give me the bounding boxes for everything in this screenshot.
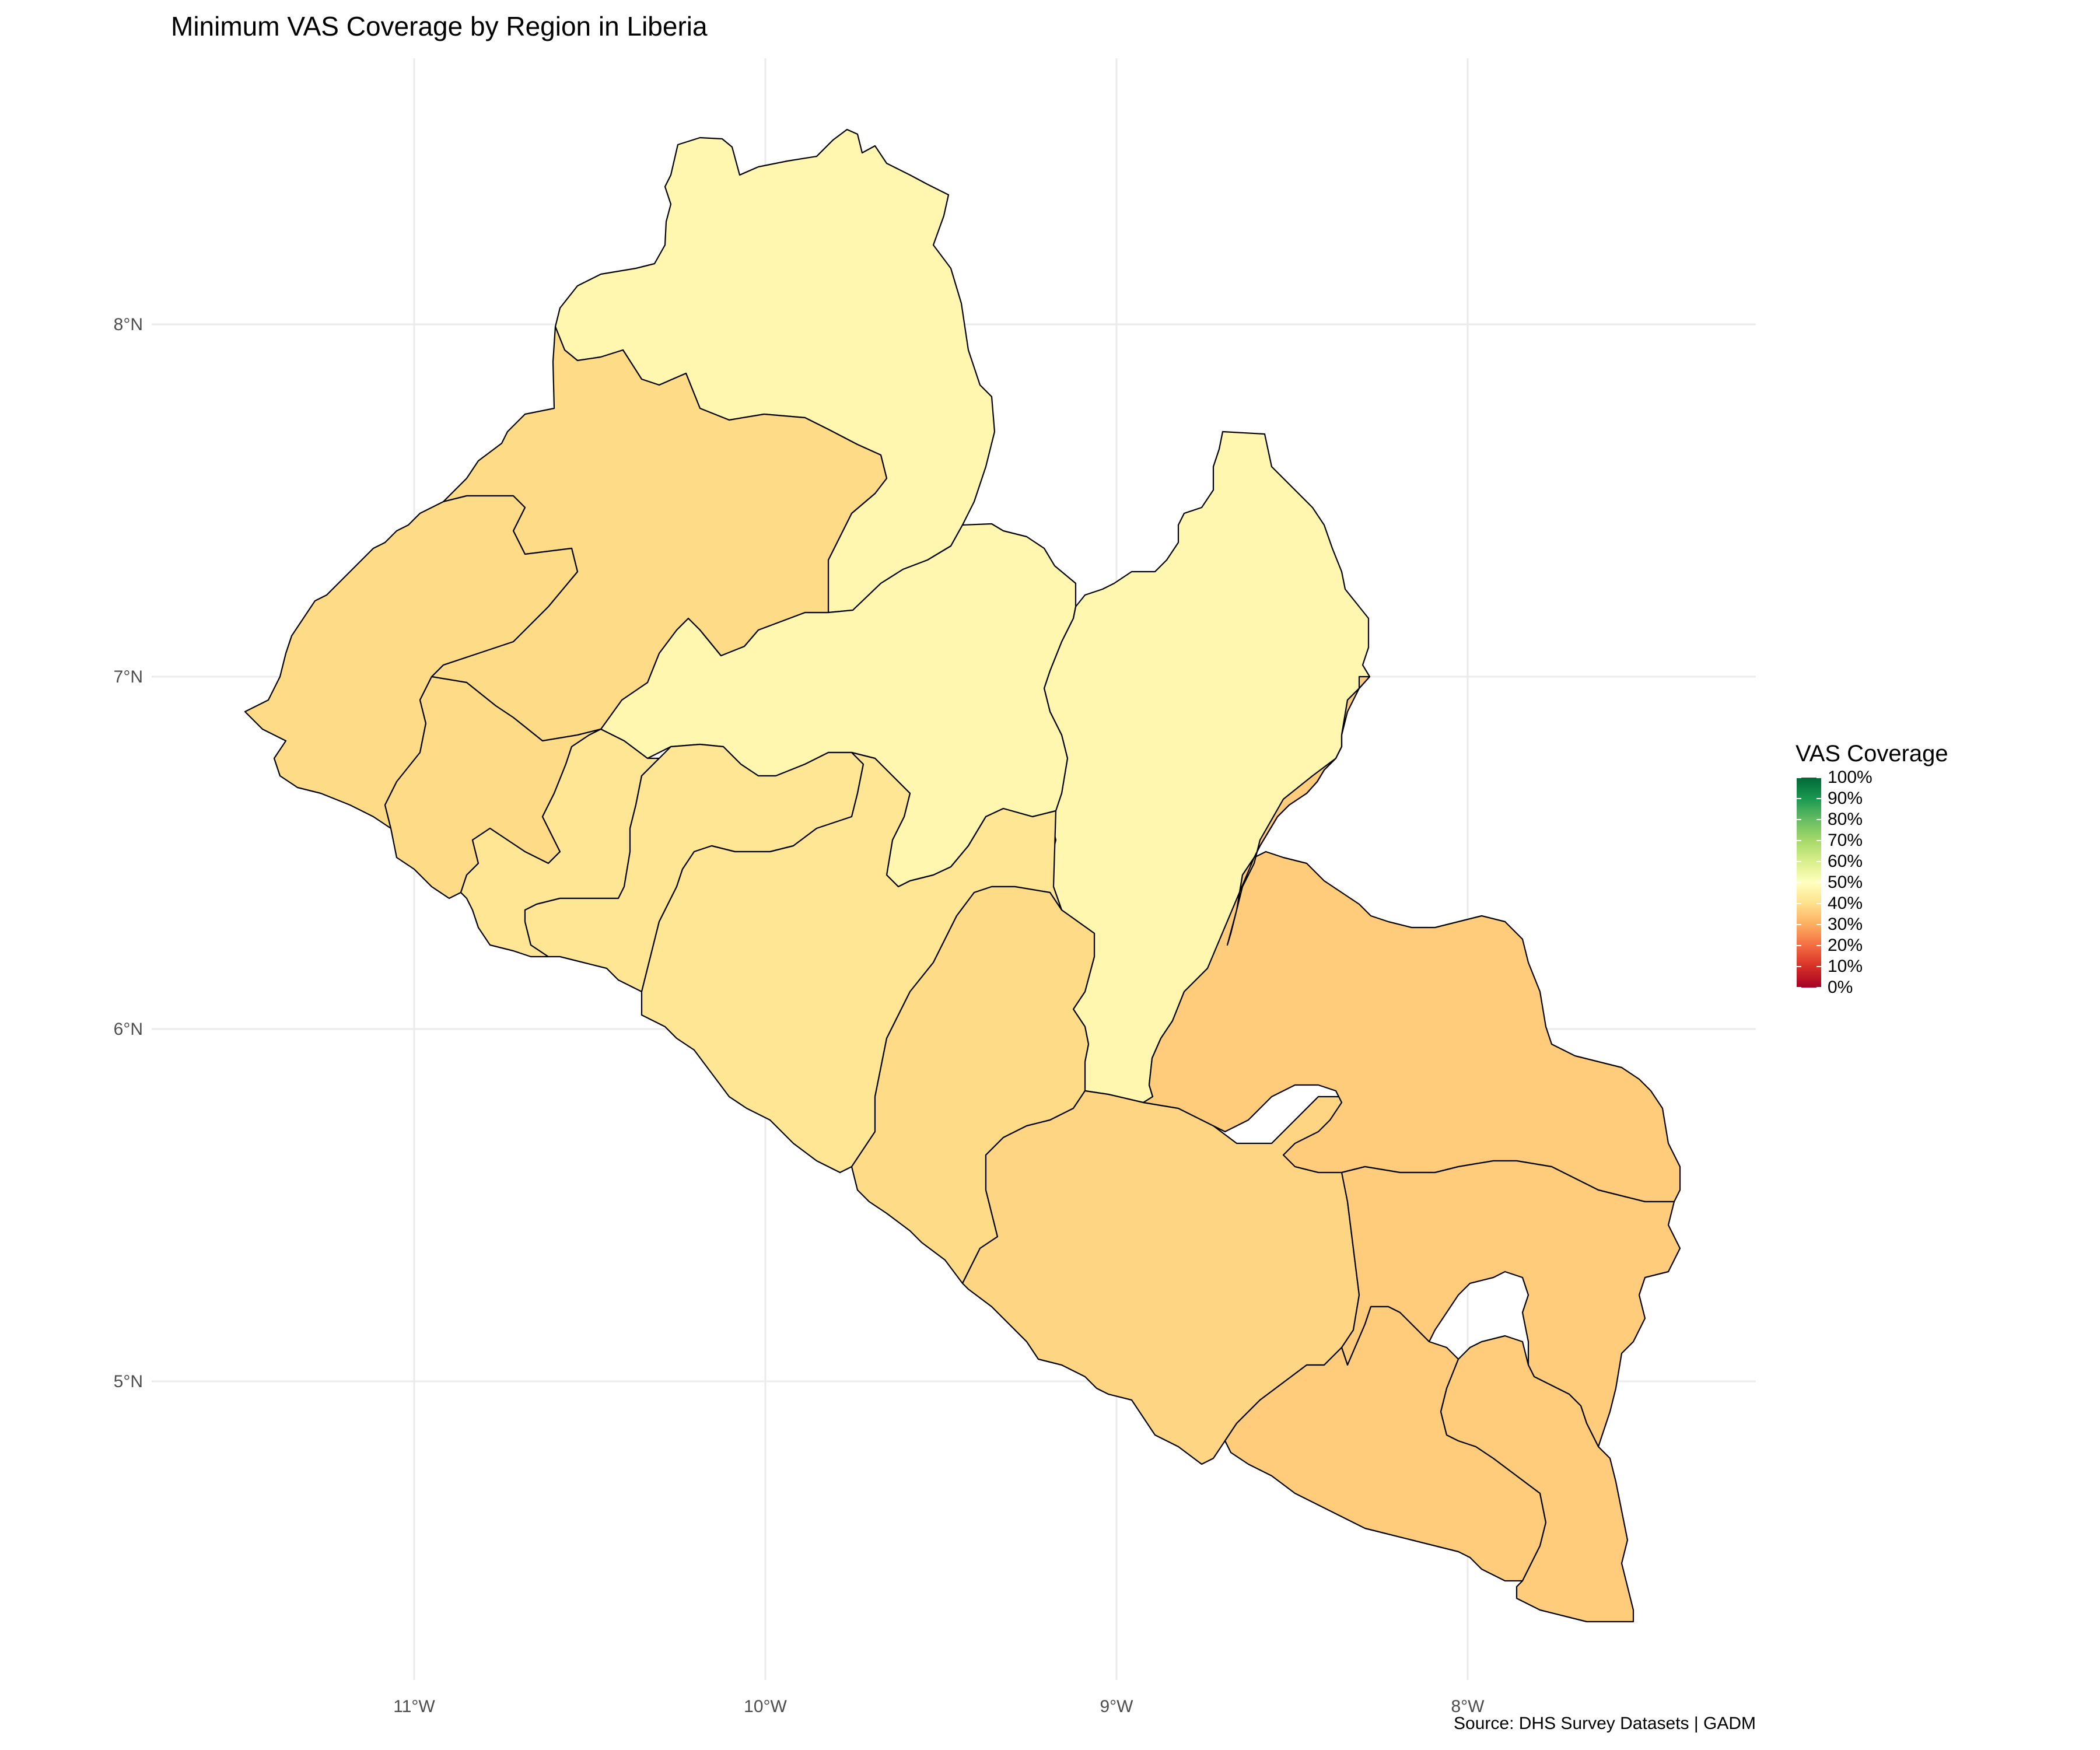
region-sinoe[interactable] bbox=[961, 1090, 1360, 1465]
region-grand-cape-mount[interactable] bbox=[244, 495, 579, 830]
legend: VAS Coverage 100% 90% 80% 70% 60% 50% 40% 30% 20… bbox=[1796, 741, 1948, 996]
legend-label: 10% bbox=[1828, 957, 1863, 976]
legend-label: 60% bbox=[1828, 852, 1863, 871]
source-caption: Source: DHS Survey Datasets | GADM bbox=[1454, 1714, 1756, 1733]
region-maryland[interactable] bbox=[1440, 1335, 1634, 1623]
page-title: Minimum VAS Coverage by Region in Liberi… bbox=[171, 11, 708, 41]
legend-label: 40% bbox=[1828, 894, 1863, 913]
legend-body: 100% 90% 80% 70% 60% 50% 40% 30% 20% 10% 0% bbox=[1796, 769, 1948, 996]
legend-label: 100% bbox=[1828, 768, 1873, 787]
legend-label: 70% bbox=[1828, 831, 1863, 850]
y-tick-label: 6°N bbox=[114, 1020, 143, 1039]
y-tick-label: 5°N bbox=[114, 1372, 143, 1391]
regions bbox=[244, 128, 1681, 1623]
legend-label: 20% bbox=[1828, 936, 1863, 955]
x-tick-label: 10°W bbox=[744, 1697, 787, 1716]
y-tick-label: 7°N bbox=[114, 667, 143, 687]
legend-label: 90% bbox=[1828, 789, 1863, 808]
region-grand-kru[interactable] bbox=[1224, 1306, 1547, 1582]
legend-label: 50% bbox=[1828, 873, 1863, 892]
legend-label: 0% bbox=[1828, 978, 1853, 997]
x-tick-label: 8°W bbox=[1451, 1697, 1485, 1716]
x-tick-label: 9°W bbox=[1100, 1697, 1134, 1716]
legend-title: VAS Coverage bbox=[1796, 741, 1948, 766]
legend-label: 80% bbox=[1828, 810, 1863, 829]
y-tick-label: 8°N bbox=[114, 315, 143, 334]
x-tick-label: 11°W bbox=[393, 1697, 435, 1716]
axis-labels: 11°W 10°W 9°W 8°W 8°N 7°N 6°N 5°N bbox=[114, 315, 1485, 1716]
legend-label: 30% bbox=[1828, 915, 1863, 934]
